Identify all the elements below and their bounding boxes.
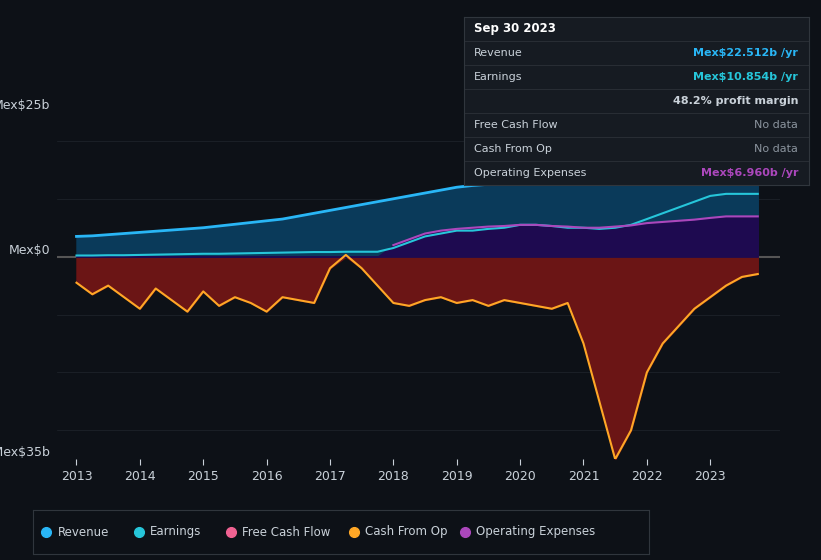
Text: Mex$22.512b /yr: Mex$22.512b /yr [694, 48, 798, 58]
Text: 48.2% profit margin: 48.2% profit margin [673, 96, 798, 106]
Text: Mex$6.960b /yr: Mex$6.960b /yr [701, 168, 798, 178]
Text: Earnings: Earnings [150, 525, 201, 539]
Text: Cash From Op: Cash From Op [475, 144, 552, 154]
Text: -Mex$35b: -Mex$35b [0, 446, 50, 459]
Text: Revenue: Revenue [57, 525, 109, 539]
Text: Mex$25b: Mex$25b [0, 99, 50, 112]
Text: No data: No data [754, 144, 798, 154]
Text: Operating Expenses: Operating Expenses [476, 525, 595, 539]
Text: Free Cash Flow: Free Cash Flow [242, 525, 331, 539]
Text: Mex$0: Mex$0 [8, 244, 50, 256]
Text: Sep 30 2023: Sep 30 2023 [475, 22, 556, 35]
Text: Mex$10.854b /yr: Mex$10.854b /yr [694, 72, 798, 82]
Text: Revenue: Revenue [475, 48, 523, 58]
Text: Free Cash Flow: Free Cash Flow [475, 120, 557, 130]
Text: No data: No data [754, 120, 798, 130]
Text: Cash From Op: Cash From Op [365, 525, 447, 539]
Text: Operating Expenses: Operating Expenses [475, 168, 586, 178]
Text: Earnings: Earnings [475, 72, 523, 82]
